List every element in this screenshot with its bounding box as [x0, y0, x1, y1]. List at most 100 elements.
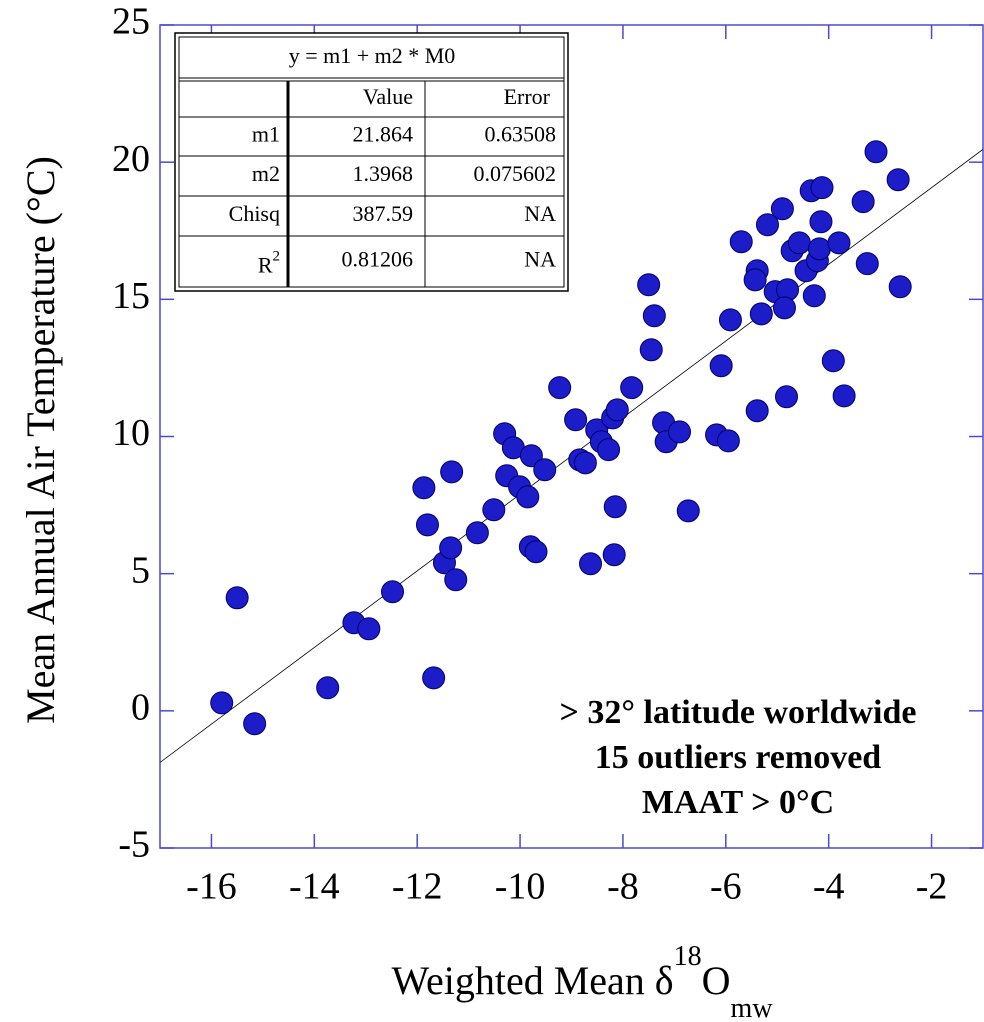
- y-tick-label: -5: [118, 824, 150, 866]
- x-axis-label-base: O: [702, 958, 731, 1003]
- point: [749, 302, 773, 326]
- annotation: MAAT > 0°C: [642, 784, 834, 821]
- table-row-name: m1: [252, 122, 280, 147]
- point: [745, 399, 769, 423]
- point: [821, 349, 845, 373]
- point: [832, 384, 856, 408]
- point: [620, 376, 644, 400]
- point: [775, 385, 799, 409]
- point: [886, 168, 910, 192]
- point: [718, 308, 742, 332]
- point: [642, 304, 666, 328]
- point: [755, 213, 779, 237]
- x-tick-label: -2: [916, 866, 948, 908]
- y-tick-label: 25: [112, 1, 150, 43]
- point: [864, 140, 888, 164]
- point: [597, 438, 621, 462]
- table-row-name: Chisq: [229, 201, 280, 226]
- x-tick-label: -16: [186, 866, 237, 908]
- point: [602, 543, 626, 567]
- point: [802, 284, 826, 308]
- annotation: > 32° latitude worldwide: [560, 694, 917, 731]
- point: [380, 580, 404, 604]
- table-row-name: m2: [252, 161, 280, 186]
- row-name: R: [258, 253, 273, 278]
- x-tick-label: -4: [813, 866, 845, 908]
- point: [888, 275, 912, 299]
- x-tick-label: -14: [289, 866, 340, 908]
- point: [533, 458, 557, 482]
- table-error: 0.63508: [485, 122, 557, 147]
- row-name: m1: [252, 122, 280, 147]
- point: [415, 513, 439, 537]
- table-error: NA: [524, 247, 556, 272]
- x-axis-label: Weighted Mean δ18Omw: [391, 941, 773, 1022]
- point: [716, 429, 740, 453]
- point: [316, 676, 340, 700]
- y-tick-label: 0: [131, 687, 150, 729]
- fit-table: y = m1 + m2 * M0 Value Error m1 21.864 0.6350…: [174, 32, 569, 292]
- row-name: Chisq: [229, 201, 280, 226]
- point: [770, 197, 794, 221]
- table-header: Error: [504, 84, 551, 109]
- point: [548, 376, 572, 400]
- point: [573, 451, 597, 475]
- y-tick-label: 20: [112, 138, 150, 180]
- point: [603, 495, 627, 519]
- point: [225, 586, 249, 610]
- point: [210, 691, 234, 715]
- x-axis-label-text: Weighted Mean δ: [391, 958, 673, 1003]
- table-value: 0.81206: [342, 247, 414, 272]
- point: [465, 521, 489, 545]
- point: [579, 552, 603, 576]
- x-tick-label: -6: [710, 866, 742, 908]
- point: [482, 498, 506, 522]
- point: [519, 444, 543, 468]
- point: [357, 617, 381, 641]
- x-tick-label: -10: [495, 866, 546, 908]
- point: [827, 231, 851, 255]
- row-name: m2: [252, 161, 280, 186]
- table-row-name: R2: [258, 249, 280, 278]
- point: [729, 230, 753, 254]
- y-tick-label: 15: [112, 275, 150, 317]
- point: [810, 176, 834, 200]
- point: [439, 536, 463, 560]
- x-axis-label-sup: 18: [674, 941, 702, 972]
- point: [676, 499, 700, 523]
- point: [440, 460, 464, 484]
- table-value: 1.3968: [353, 161, 414, 186]
- y-tick-label: 10: [112, 412, 150, 454]
- x-tick-label: -8: [607, 866, 639, 908]
- point: [412, 476, 436, 500]
- y-axis-label: Mean Annual Air Temperature (°C): [18, 156, 63, 724]
- point: [709, 354, 733, 378]
- annotation: 15 outliers removed: [595, 739, 882, 776]
- point: [668, 420, 692, 444]
- point: [516, 485, 540, 509]
- point: [243, 712, 267, 736]
- point: [787, 231, 811, 255]
- x-tick-label: -12: [392, 866, 443, 908]
- table-error: NA: [524, 201, 556, 226]
- table-bg: [174, 32, 569, 292]
- point: [639, 338, 663, 362]
- table-error: 0.075602: [474, 161, 557, 186]
- row-name-sup: 2: [273, 249, 281, 265]
- table-value: 21.864: [353, 122, 414, 147]
- table-header: Value: [363, 84, 413, 109]
- point: [855, 252, 879, 276]
- y-tick-label: 5: [131, 549, 150, 591]
- x-axis-label-sub: mw: [731, 993, 774, 1022]
- point: [444, 568, 468, 592]
- table-inner: [178, 36, 565, 288]
- point: [564, 408, 588, 432]
- point: [772, 296, 796, 320]
- point: [524, 540, 548, 564]
- table-title: y = m1 + m2 * M0: [289, 43, 456, 68]
- point: [743, 268, 767, 292]
- point: [809, 210, 833, 234]
- point: [807, 237, 831, 261]
- point: [422, 666, 446, 690]
